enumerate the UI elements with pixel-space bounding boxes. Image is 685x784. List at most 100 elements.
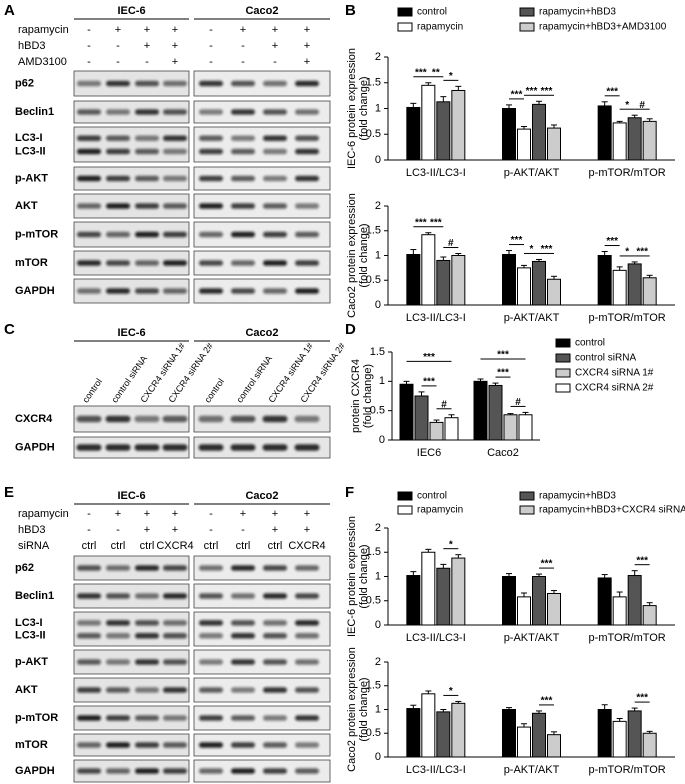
blot-band [199, 231, 223, 238]
bar [421, 234, 436, 306]
bar [451, 255, 466, 306]
bar [436, 101, 451, 161]
bar [436, 259, 451, 306]
y-tick-label: 2 [375, 656, 381, 668]
blot-band [163, 620, 187, 626]
condition-value: + [304, 524, 310, 536]
legend-label: rapamycin+hBD3+AMD3100 [539, 22, 667, 33]
blot-band [231, 593, 255, 599]
blot-band [231, 231, 255, 238]
bar [597, 255, 612, 306]
condition-value: + [304, 40, 310, 52]
bar [597, 105, 612, 161]
bar [612, 596, 627, 626]
blot-band [231, 687, 255, 693]
bar [517, 128, 531, 161]
legend-swatch [397, 491, 413, 501]
blot-band [263, 593, 287, 599]
bar [502, 709, 516, 758]
blot-box [193, 759, 331, 783]
condition-value: + [144, 24, 150, 36]
condition-value: - [145, 56, 149, 68]
bar [436, 567, 451, 626]
condition-value: + [272, 40, 278, 52]
blot-band [134, 444, 160, 451]
blot-band [199, 135, 223, 141]
blot-band [163, 565, 187, 571]
blot-band [199, 109, 223, 115]
blot-band [77, 288, 101, 294]
condition-value: ctrl [204, 540, 219, 552]
blot-band [199, 175, 223, 182]
condition-value: - [209, 508, 213, 520]
blot-band [106, 715, 130, 721]
blot-band [231, 288, 255, 294]
blot-band [77, 633, 101, 639]
y-axis-label: IEC-6 protein expression [346, 48, 358, 169]
significance-label: *** [541, 86, 553, 97]
blot-band [77, 659, 101, 665]
condition-value: ctrl [140, 540, 155, 552]
condition-value: - [116, 524, 120, 536]
y-tick-label: 0.5 [366, 595, 381, 607]
blot-band [263, 659, 287, 665]
blot-band [230, 444, 256, 451]
legend-label: rapamycin [417, 505, 463, 516]
bar [612, 720, 627, 758]
blot-band [163, 109, 187, 115]
legend-swatch [519, 7, 535, 17]
blot-band [106, 768, 130, 774]
protein-label: LC3-I [15, 617, 43, 629]
blot-band [294, 415, 320, 423]
bar [406, 575, 421, 626]
bar [473, 380, 488, 441]
panel-label: B [345, 2, 356, 19]
bar [406, 106, 421, 161]
condition-value: - [87, 56, 91, 68]
bar [642, 605, 657, 626]
x-tick-label: p-mTOR/mTOR [589, 312, 666, 324]
blot-box [73, 100, 190, 124]
blot-band [106, 742, 130, 748]
blot-band [263, 633, 287, 639]
bar [444, 417, 459, 441]
condition-value: + [144, 524, 150, 536]
y-tick-label: 1 [375, 102, 381, 114]
legend-swatch [519, 491, 535, 501]
protein-label: CXCR4 [15, 413, 53, 425]
blot-band [295, 768, 319, 774]
x-tick-label: p-AKT/AKT [504, 632, 560, 644]
blot-band [106, 175, 130, 182]
cell-line-label: IEC-6 [117, 490, 145, 502]
condition-value: - [209, 24, 213, 36]
significance-label: *** [606, 236, 618, 247]
blot-band [106, 148, 130, 155]
condition-value: + [240, 508, 246, 520]
blot-band [163, 768, 187, 774]
bar [399, 383, 414, 441]
significance-label: * [530, 244, 534, 255]
condition-value: - [116, 40, 120, 52]
blot-box [73, 733, 190, 757]
bar [414, 395, 429, 441]
x-tick-label: p-mTOR/mTOR [589, 764, 666, 776]
bar [451, 89, 466, 161]
blot-band [77, 175, 101, 182]
blot-band [135, 260, 159, 266]
y-tick-label: 0.5 [366, 274, 381, 286]
blot-band [262, 444, 288, 451]
protein-label: GAPDH [15, 285, 55, 297]
blot-band [231, 715, 255, 721]
blot-band [162, 415, 188, 423]
condition-value: - [273, 56, 277, 68]
y-tick-label: 0 [375, 299, 381, 311]
legend-label: control [417, 7, 447, 18]
blot-band [135, 593, 159, 599]
blot-box [193, 611, 331, 647]
blot-band [295, 620, 319, 626]
blot-band [295, 175, 319, 182]
bar [421, 84, 436, 161]
condition-value: - [87, 24, 91, 36]
panel-label: E [4, 484, 14, 501]
legend-swatch [555, 338, 571, 348]
